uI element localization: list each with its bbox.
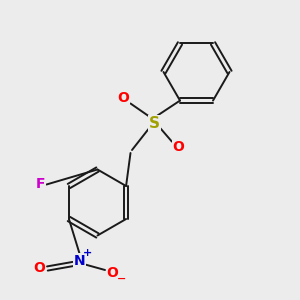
Text: −: −	[117, 274, 126, 284]
Text: O: O	[172, 140, 184, 154]
Text: N: N	[74, 254, 85, 268]
Text: +: +	[83, 248, 92, 259]
Text: O: O	[33, 262, 45, 275]
Text: F: F	[36, 178, 45, 191]
Text: S: S	[149, 116, 160, 130]
Text: O: O	[106, 266, 119, 280]
Text: O: O	[117, 91, 129, 104]
